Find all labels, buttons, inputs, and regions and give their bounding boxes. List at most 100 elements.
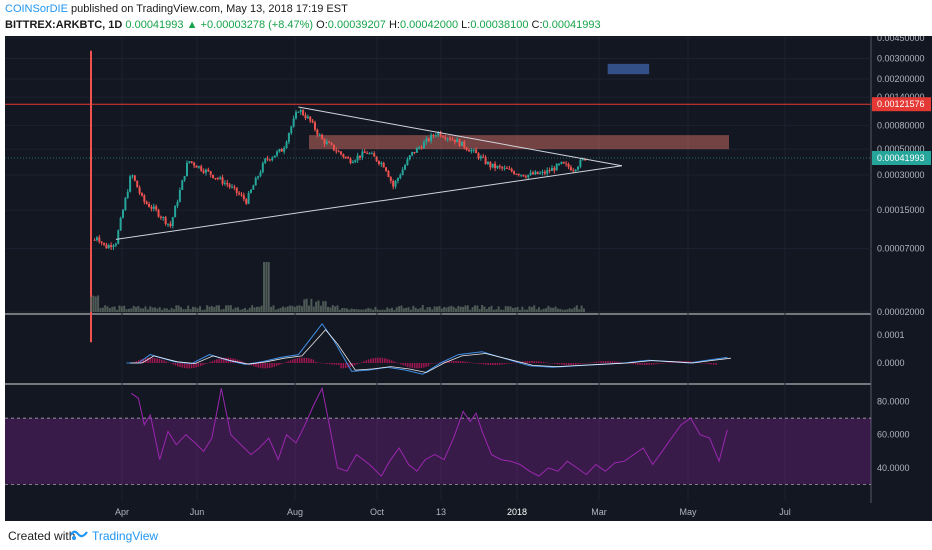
candle-body [245,199,248,204]
macd-histogram-bar [160,359,163,363]
volume-bar [308,305,311,312]
macd-histogram-bar [151,357,154,363]
candle-body [510,168,513,172]
candle-body [370,153,373,155]
volume-bar [355,309,358,312]
rsi-tick-label: 60.0000 [877,430,910,440]
volume-bar [158,307,161,312]
volume-bar [564,309,566,312]
macd-histogram-bar [209,362,211,363]
macd-histogram-bar [689,361,692,363]
volume-bar [260,305,263,312]
volume-bar [571,308,574,312]
volume-bar [381,309,384,312]
macd-histogram-bar [386,358,388,363]
time-tick-label: Oct [370,507,385,517]
macd-histogram-bar [448,361,450,363]
candle-body [380,162,383,165]
volume-bar [412,305,415,312]
volume-bar [379,309,382,312]
macd-histogram-bar [492,363,494,366]
macd-tick-label: 0.0001 [877,330,905,340]
macd-histogram-bar [501,363,503,365]
volume-bar [305,298,308,312]
candle-body [268,159,271,161]
candle-body [273,155,276,158]
macd-histogram-bar [551,363,554,364]
candle-body [363,151,366,153]
volume-bar [165,308,168,312]
candle-body [249,189,252,193]
macd-histogram-bar [273,363,276,367]
candle-body [183,176,186,181]
volume-bar [537,307,540,312]
macd-histogram-bar [269,363,271,368]
candle-body [553,167,556,171]
chart-svg[interactable]: 0.00450000 0.00300000 0.00200000 0.00140000… [5,33,932,521]
volume-bar [528,306,531,312]
chart-area[interactable]: 0.00450000 0.00300000 0.00200000 0.00140000… [5,33,932,521]
macd-histogram-bar [379,357,381,363]
macd-histogram-bar [393,361,395,363]
ohlc-line: BITTREX:ARKBTC, 1D 0.00041993 ▲ +0.00003… [5,19,601,31]
macd-histogram-bar [361,362,363,363]
volume-bar [244,307,247,312]
volume-bar [462,306,465,312]
tradingview-brand[interactable]: TradingView [92,529,159,543]
macd-histogram-group [131,357,717,369]
resistance-price-badge [872,97,931,112]
macd-histogram-bar [147,357,149,363]
volume-bar [274,309,277,312]
macd-histogram-bar [715,363,717,365]
macd-histogram-bar [172,363,174,365]
author-link[interactable]: COINSorDIE [5,3,68,15]
volume-bar [436,306,439,312]
candle-body [472,149,475,151]
volume-bar [478,309,481,312]
candle-body [420,147,423,149]
candle-body [441,136,444,138]
macd-histogram-bar [285,362,287,363]
volume-bar [120,306,123,312]
volume-bar [208,306,211,312]
macd-histogram-bar [646,363,648,365]
candle-body [254,177,257,186]
volume-bar [568,308,571,312]
candle-body [278,149,281,152]
symbol-label[interactable]: BITTREX:ARKBTC, 1D [5,19,123,31]
macd-histogram-bar [423,363,425,368]
macd-histogram-bar [609,361,611,363]
macd-histogram-bar [282,363,285,364]
candle-body [313,122,316,130]
high-value: 0.00042000 [399,19,459,31]
volume-bar [108,308,111,312]
candle-body [202,170,205,173]
candle-body [304,115,307,119]
created-with-text: Created with [8,529,76,543]
volume-bar [566,309,569,312]
price-tick-label: 0.00450000 [877,36,925,43]
macd-histogram-bar [397,363,400,364]
candle-body [498,165,501,167]
macd-histogram-bar [480,363,483,365]
macd-histogram-bar [687,361,690,363]
volume-bar [104,305,107,312]
volume-bar [227,305,230,312]
volume-bar [364,308,367,312]
macd-histogram-bar [351,363,354,367]
macd-histogram-bar [593,362,595,363]
macd-histogram-bar [200,363,202,366]
candle-body [117,230,120,244]
macd-histogram-bar [218,358,220,363]
volume-bar [552,307,555,312]
volume-bar [390,307,393,312]
price-tick-label: 0.00300000 [877,54,925,64]
candle-body [129,176,132,192]
volume-bar [414,307,417,312]
candle-body [491,163,494,168]
candle-body [501,166,504,169]
volume-bar [255,306,258,312]
volume-bar [402,308,405,312]
rsi-tick-label: 40.0000 [877,463,910,473]
candle-body [361,151,364,158]
